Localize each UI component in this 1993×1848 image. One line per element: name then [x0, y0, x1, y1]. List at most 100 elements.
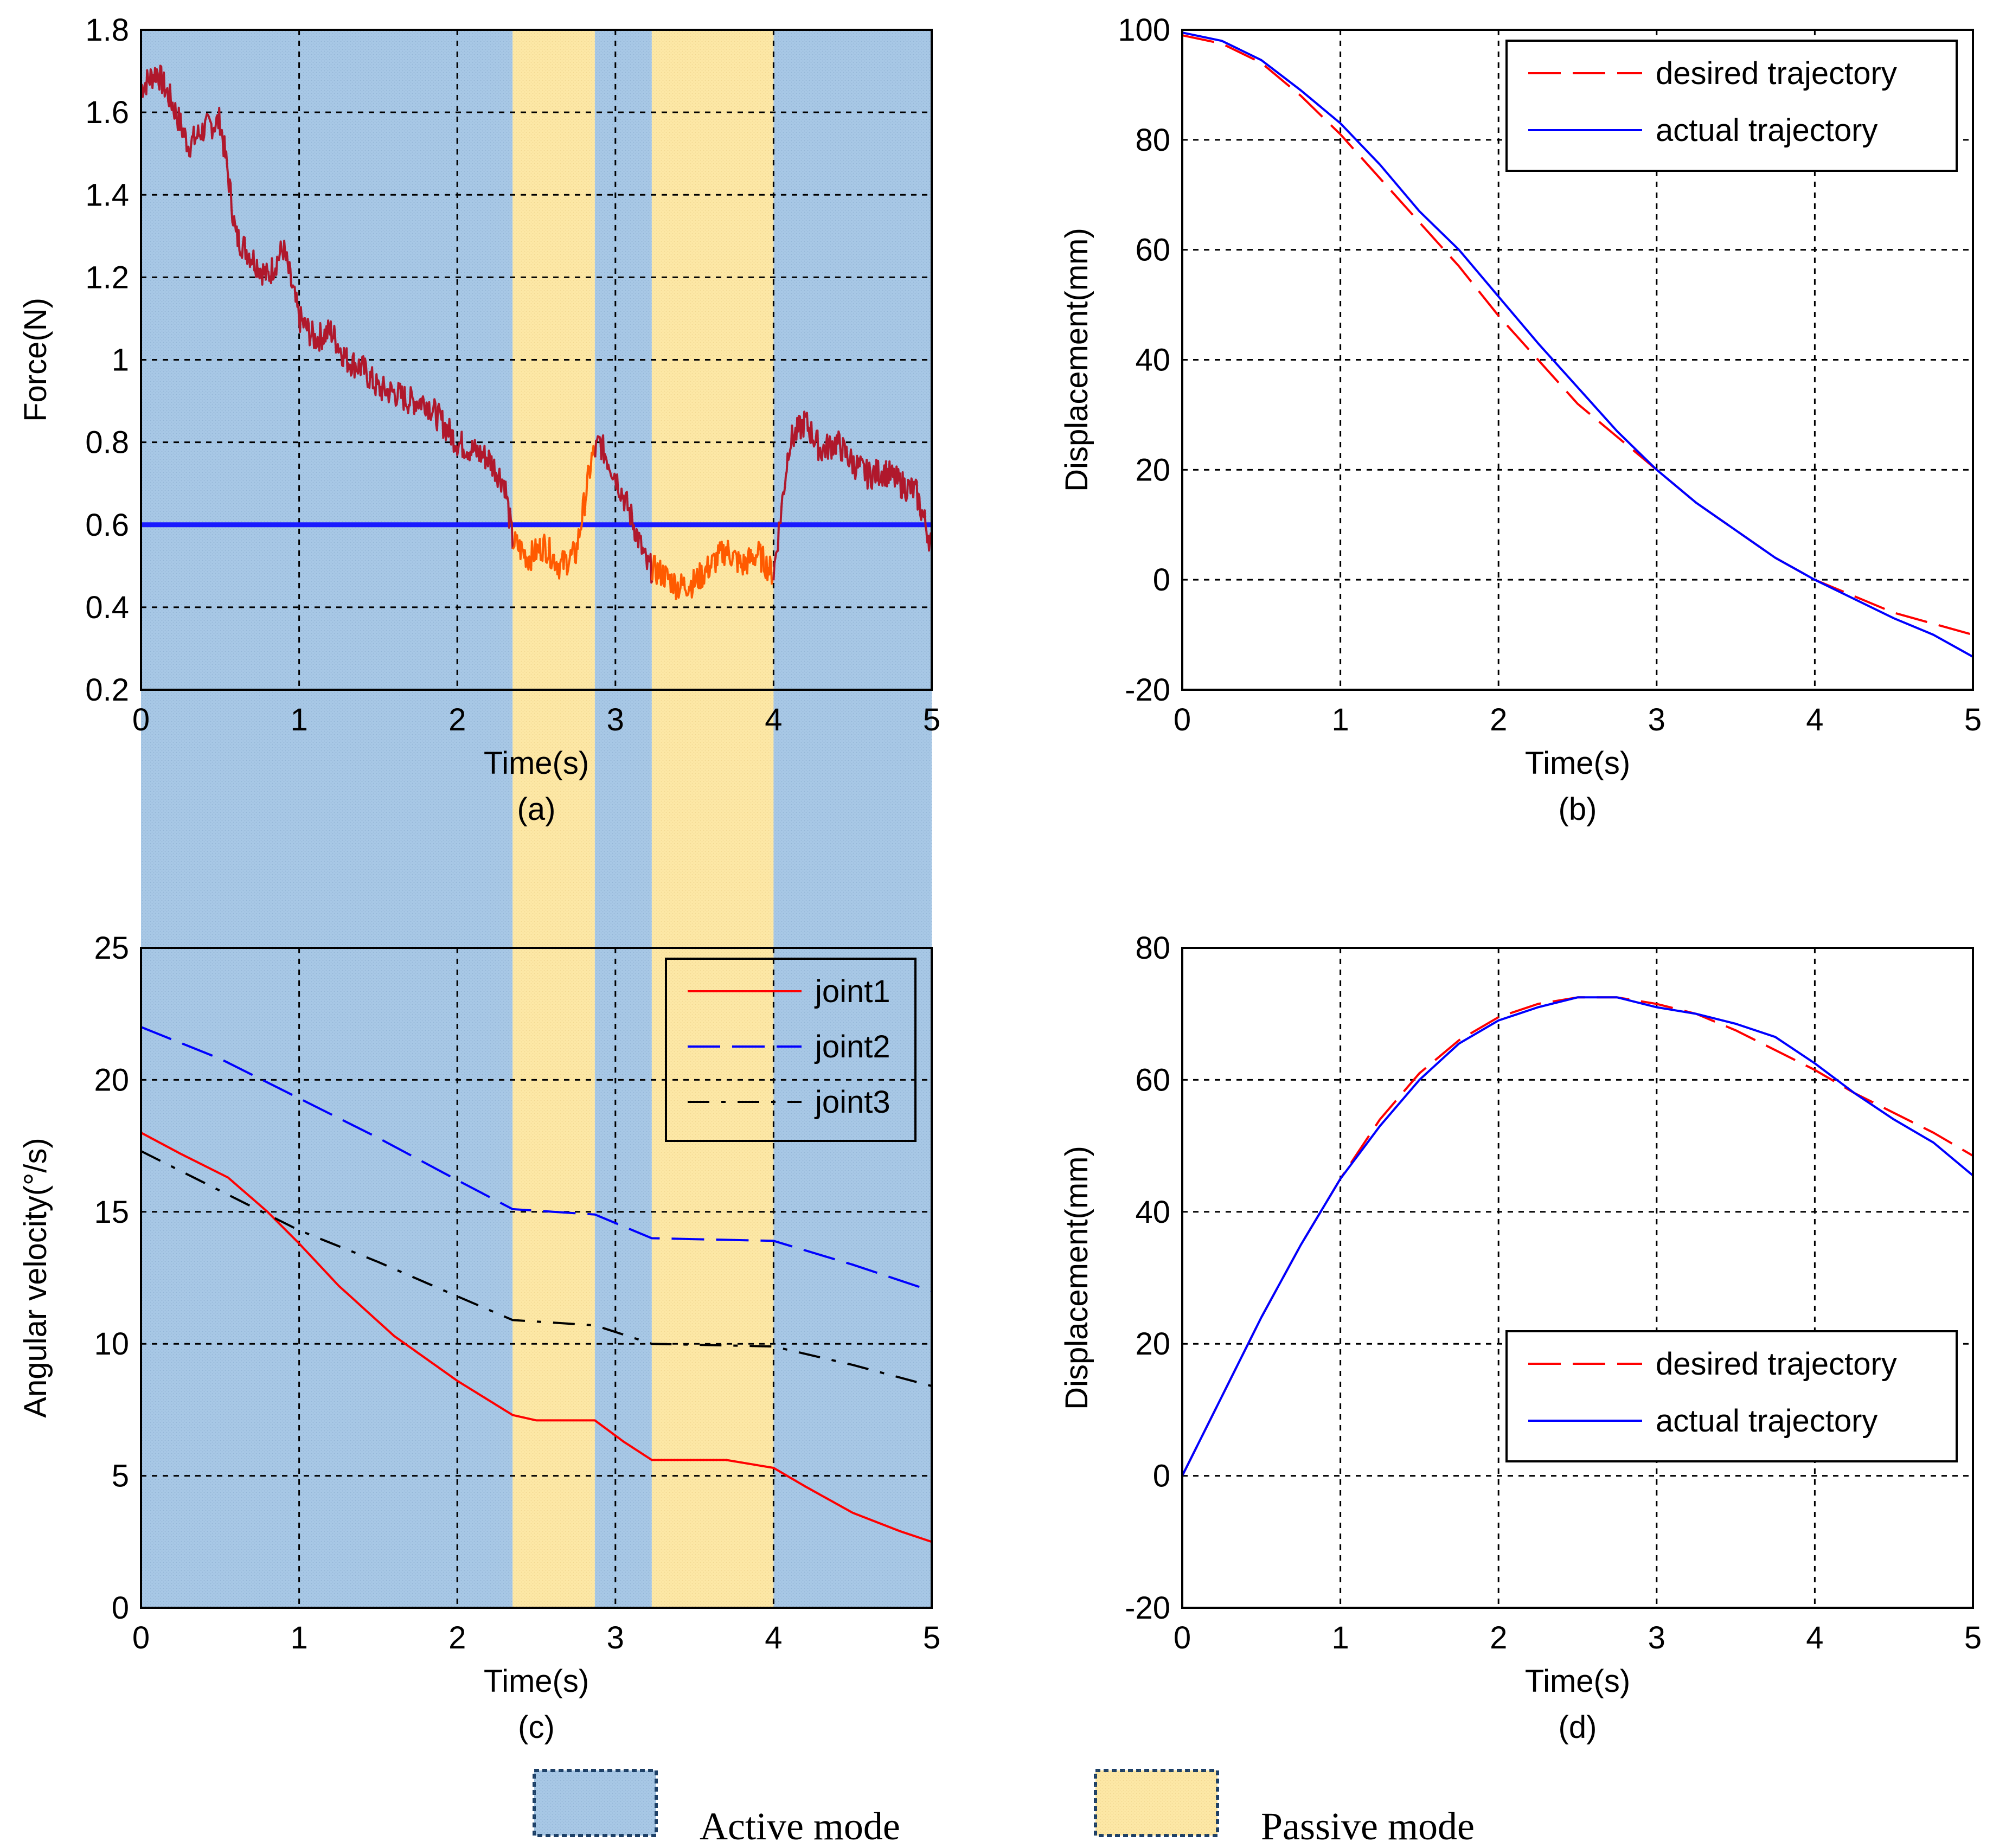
y-axis-label: Displacement(mm) — [1059, 1146, 1094, 1410]
x-tick-label: 4 — [765, 702, 782, 737]
y-tick-label: 1 — [112, 343, 129, 378]
y-tick-label: 0.4 — [85, 590, 129, 625]
x-tick-label: 4 — [765, 1620, 782, 1656]
active-mode-swatch-texture — [534, 1770, 656, 1836]
axes-frame — [140, 947, 933, 1609]
plot-area — [141, 65, 932, 600]
series-line-desired-trajectory — [1182, 34, 1973, 636]
axes-frame — [1181, 947, 1974, 1609]
x-tick-label: 3 — [1648, 1620, 1665, 1656]
plot-area — [1182, 996, 1973, 1477]
y-tick-label: -20 — [1125, 1590, 1170, 1626]
y-tick-label: -20 — [1125, 672, 1170, 708]
x-tick-label: 5 — [923, 1620, 940, 1656]
y-tick-label: 60 — [1135, 1062, 1170, 1098]
x-tick-label: 5 — [923, 702, 940, 737]
y-tick-label: 20 — [1135, 1326, 1170, 1362]
y-tick-label: 40 — [1135, 1195, 1170, 1230]
y-tick-label: 1.6 — [85, 95, 129, 130]
mode-band-texture — [773, 30, 932, 1608]
legend-label: joint3 — [814, 1085, 890, 1120]
x-tick-label: 2 — [1490, 1620, 1507, 1656]
legend: desired trajectory actual trajectory — [1505, 1330, 1958, 1462]
x-axis-label: Time(s) — [484, 1664, 589, 1699]
x-tick-label: 0 — [132, 1620, 150, 1656]
mode-band-texture — [512, 30, 595, 1608]
legend-box — [665, 958, 917, 1142]
y-axis-label: Displacement(mm) — [1059, 228, 1094, 492]
legend-label: actual trajectory — [1656, 1403, 1877, 1439]
axes-frame — [1181, 29, 1974, 691]
x-tick-label: 0 — [1174, 1620, 1191, 1656]
series-line-force — [651, 540, 775, 600]
passive-mode-swatch-texture — [1095, 1770, 1217, 1836]
legend-box — [1505, 40, 1958, 172]
y-tick-label: 0.2 — [85, 672, 129, 708]
x-axis-label: Time(s) — [484, 746, 589, 781]
axes-frame — [140, 29, 933, 691]
y-tick-label: 40 — [1135, 343, 1170, 378]
legend: desired trajectory actual trajectory — [1505, 40, 1958, 172]
y-tick-label: 15 — [94, 1195, 129, 1230]
series-line-force — [141, 65, 514, 549]
x-tick-label: 0 — [1174, 702, 1191, 737]
series-line-joint1 — [141, 1132, 932, 1543]
caption: (b) — [1559, 792, 1597, 827]
series-line-force — [772, 410, 932, 581]
x-tick-label: 1 — [290, 1620, 307, 1656]
series-line-actual-trajectory — [1182, 31, 1973, 658]
passive-mode-label: Passive mode — [1261, 1805, 1475, 1848]
caption: (a) — [517, 792, 556, 827]
active-mode-label: Active mode — [700, 1805, 900, 1848]
x-tick-label: 2 — [448, 702, 466, 737]
y-tick-label: 20 — [1135, 452, 1170, 487]
y-tick-label: 100 — [1118, 12, 1170, 48]
grid — [1181, 947, 1974, 1609]
x-tick-label: 1 — [290, 702, 307, 737]
y-tick-label: 0.8 — [85, 425, 129, 460]
panel-b: 0 1 2 3 4 5-20020406080100Time(s)(b)Displacem… — [1059, 12, 1982, 827]
plot-area — [1182, 31, 1973, 658]
legend-label: joint2 — [814, 1029, 890, 1064]
panel-a: 0 1 2 3 4 5 0.2 0.4 0.6 0.8 1 1.2 1.4 1.6 1.8 Time(s) (a… — [18, 12, 940, 827]
panel-d: 0 1 2 3 4 5-20020406080Time(s)(d)Displacement… — [1059, 931, 1982, 1745]
x-tick-label: 4 — [1806, 702, 1823, 737]
series-line-joint3 — [141, 1150, 932, 1388]
y-tick-label: 25 — [94, 931, 129, 966]
y-tick-label: 1.2 — [85, 260, 129, 295]
series-line-force — [511, 445, 597, 580]
legend-label: actual trajectory — [1656, 113, 1877, 148]
x-tick-label: 0 — [132, 702, 150, 737]
y-tick-label: 0 — [112, 1590, 129, 1626]
y-tick-label: 0 — [1153, 562, 1170, 598]
legend-label: desired trajectory — [1656, 1346, 1897, 1382]
y-tick-label: 80 — [1135, 931, 1170, 966]
legend-label: joint1 — [814, 974, 890, 1009]
y-axis-label: Force(N) — [18, 298, 53, 422]
x-tick-label: 5 — [1964, 702, 1982, 737]
x-tick-label: 3 — [607, 702, 624, 737]
y-tick-label: 0.6 — [85, 508, 129, 543]
mode-band-texture — [141, 30, 513, 1608]
series-line-joint2 — [141, 1026, 932, 1292]
mode-band-texture — [651, 30, 774, 1608]
y-tick-label: 0 — [1153, 1459, 1170, 1494]
x-tick-label: 1 — [1331, 1620, 1349, 1656]
panel-c: 0 1 2 3 4 5 0 5 10 15 20 25 Time(s) (c) Angular veloci… — [18, 931, 940, 1745]
mode-band-texture — [594, 30, 652, 1608]
y-tick-label: 1.8 — [85, 12, 129, 48]
x-tick-label: 4 — [1806, 1620, 1823, 1656]
x-axis-label: Time(s) — [1525, 746, 1630, 781]
x-tick-label: 5 — [1964, 1620, 1982, 1656]
x-tick-label: 2 — [448, 1620, 466, 1656]
legend-box — [1505, 1330, 1958, 1462]
mode-legend: Active mode Passive mode — [533, 1769, 1475, 1848]
y-tick-label: 1.4 — [85, 177, 129, 213]
caption: (d) — [1559, 1710, 1597, 1745]
y-axis-label: Angular velocity(°/s) — [18, 1138, 53, 1417]
legend: joint1 joint2 joint3 — [665, 958, 917, 1142]
plot-area — [141, 1026, 932, 1543]
x-tick-label: 2 — [1490, 702, 1507, 737]
y-tick-label: 80 — [1135, 123, 1170, 158]
y-tick-label: 10 — [94, 1326, 129, 1362]
